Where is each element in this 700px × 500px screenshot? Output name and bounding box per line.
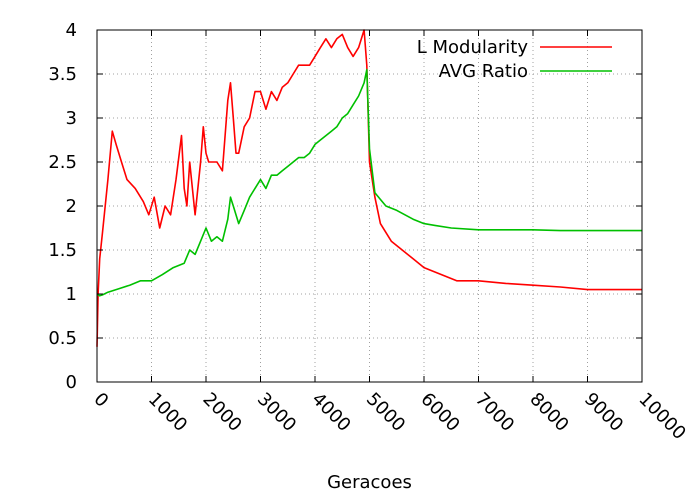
y-tick-label: 3 bbox=[66, 108, 77, 129]
series-layer bbox=[96, 29, 642, 347]
legend-label: AVG Ratio bbox=[439, 61, 528, 82]
series-line-avg-ratio bbox=[96, 68, 642, 297]
y-tick-label: 0 bbox=[66, 372, 77, 393]
y-tick-label: 2.5 bbox=[48, 152, 77, 173]
x-axis-title: Geracoes bbox=[327, 472, 412, 493]
legend: L Modularity AVG Ratio bbox=[417, 37, 612, 82]
y-tick-label: 4 bbox=[66, 20, 77, 41]
y-tick-label: 1 bbox=[66, 284, 77, 305]
y-tick-label: 2 bbox=[66, 196, 77, 217]
y-tick-label: 3.5 bbox=[48, 64, 77, 85]
series-line-l-modularity bbox=[96, 29, 642, 347]
y-axis-ticks: 0 0.5 1 1.5 2 2.5 3 3.5 4 bbox=[48, 20, 642, 393]
y-tick-label: 0.5 bbox=[48, 328, 77, 349]
y-tick-label: 1.5 bbox=[48, 240, 77, 261]
legend-label: L Modularity bbox=[417, 37, 529, 58]
